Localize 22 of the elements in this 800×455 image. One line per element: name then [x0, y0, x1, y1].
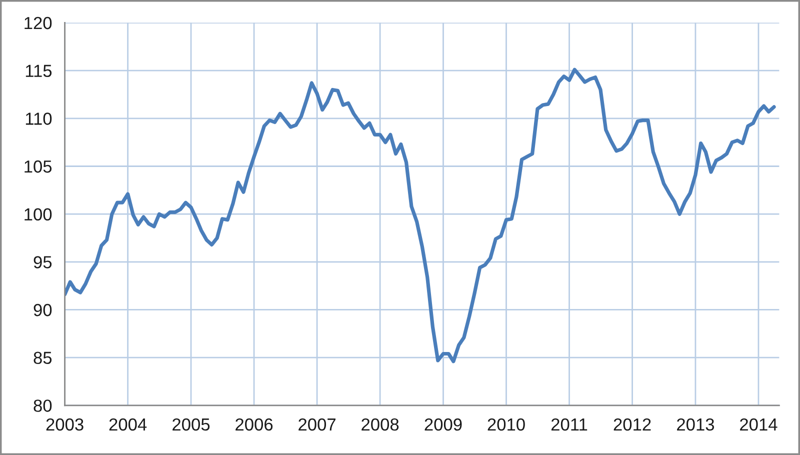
- y-tick-label: 90: [34, 304, 52, 316]
- y-tick-label: 105: [24, 160, 52, 173]
- x-tick-label: 2007: [298, 418, 336, 431]
- y-tick-label: 110: [26, 112, 52, 125]
- y-tick-label: 100: [24, 208, 52, 221]
- x-tick-label: 2013: [677, 418, 714, 431]
- x-tick-label: 2005: [172, 418, 210, 431]
- y-tick-label: 80: [34, 400, 52, 412]
- x-tick-label: 2009: [424, 418, 462, 431]
- x-tick-label: 2003: [46, 418, 84, 431]
- y-tick-label: 120: [24, 16, 52, 30]
- x-tick-label: 2012: [614, 418, 651, 431]
- y-tick-label: 115: [26, 64, 52, 78]
- x-tick-label: 2010: [488, 418, 525, 431]
- x-tick-label: 2006: [236, 418, 273, 431]
- line-series: [64, 68, 776, 364]
- y-tick-label: 85: [34, 352, 52, 364]
- x-tick-label: 2014: [740, 418, 778, 431]
- x-tick-label: 2011: [551, 418, 588, 431]
- x-tick-label: 2008: [362, 418, 399, 431]
- y-tick-label: 95: [34, 256, 52, 268]
- x-tick-label: 2004: [109, 418, 147, 431]
